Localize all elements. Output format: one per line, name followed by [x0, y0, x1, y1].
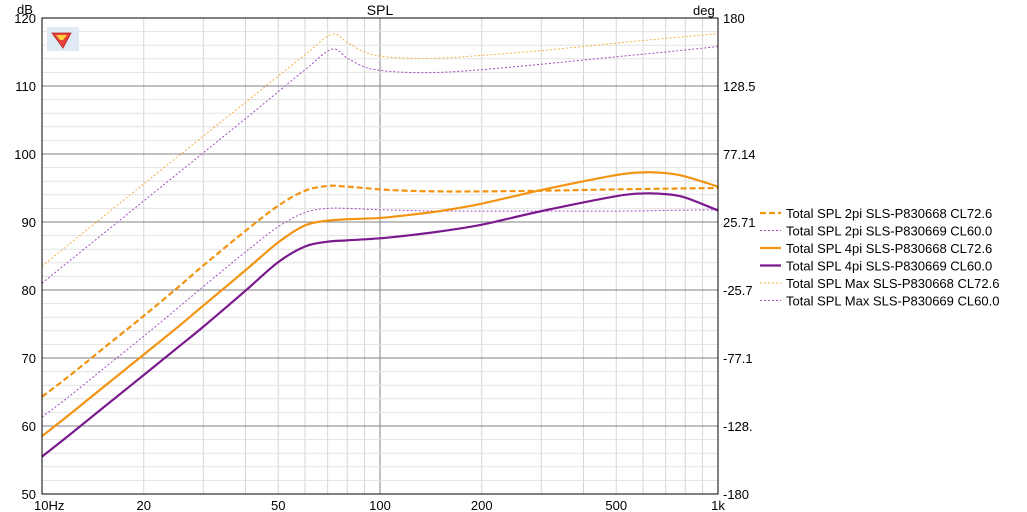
series-line-5 — [41, 33, 719, 267]
y-left-tick-label: 70 — [22, 351, 36, 366]
x-tick-label: 100 — [369, 498, 391, 512]
x-tick-label: 500 — [605, 498, 627, 512]
legend-label: Total SPL 4pi SLS-P830668 CL72.6 — [786, 241, 992, 256]
y-left-tick-label: 60 — [22, 419, 36, 434]
y-right-tick-label: 25.71 — [723, 215, 756, 230]
y-left-tick-label: 90 — [22, 215, 36, 230]
logo-icon — [47, 27, 79, 51]
y-right-axis-ticks: -180 -128. -77.1 -25.7 25.71 77.14 128.5 180 — [723, 11, 756, 502]
x-tick-label: 1k — [711, 498, 725, 512]
series-line-4 — [41, 192, 719, 458]
x-tick-label: 200 — [471, 498, 493, 512]
plot-frame — [41, 17, 719, 495]
y-right-tick-label: 77.14 — [723, 147, 756, 162]
y-right-tick-label: -25.7 — [723, 283, 753, 298]
y-right-tick-label: 128.5 — [723, 79, 756, 94]
chart-title: SPL — [367, 2, 394, 18]
y-left-tick-label: 110 — [15, 79, 36, 94]
x-axis-ticks: 10Hz 20 50 100 200 500 1k — [34, 498, 725, 512]
series-layer — [41, 33, 719, 458]
legend-label: Total SPL 2pi SLS-P830669 CL60.0 — [786, 224, 992, 239]
x-tick-label: 20 — [137, 498, 151, 512]
y-left-tick-label: 50 — [22, 487, 36, 502]
y-left-tick-label: 120 — [14, 11, 36, 26]
y-right-tick-label: -180 — [723, 487, 749, 502]
y-left-tick-label: 80 — [22, 283, 36, 298]
y-left-axis-ticks: 50 60 70 80 90 100 110 120 — [14, 11, 36, 502]
legend: Total SPL 2pi SLS-P830668 CL72.6 Total SP… — [760, 206, 999, 309]
y-right-tick-label: -128. — [723, 419, 753, 434]
y-left-tick-label: 100 — [14, 147, 36, 162]
grid — [41, 17, 719, 495]
series-line-2 — [41, 207, 719, 418]
x-tick-label: 50 — [271, 498, 285, 512]
y-left-unit-label: dB — [17, 2, 33, 17]
legend-label: Total SPL Max SLS-P830668 CL72.6 — [786, 276, 999, 291]
legend-label: Total SPL 4pi SLS-P830669 CL60.0 — [786, 259, 992, 274]
y-right-unit-label: deg — [693, 3, 715, 18]
x-tick-label: 10Hz — [34, 498, 64, 512]
legend-label: Total SPL Max SLS-P830669 CL60.0 — [786, 294, 999, 309]
y-right-tick-label: 180 — [723, 11, 745, 26]
series-line-3 — [41, 171, 719, 438]
legend-label: Total SPL 2pi SLS-P830668 CL72.6 — [786, 206, 992, 221]
y-right-tick-label: -77.1 — [723, 351, 753, 366]
